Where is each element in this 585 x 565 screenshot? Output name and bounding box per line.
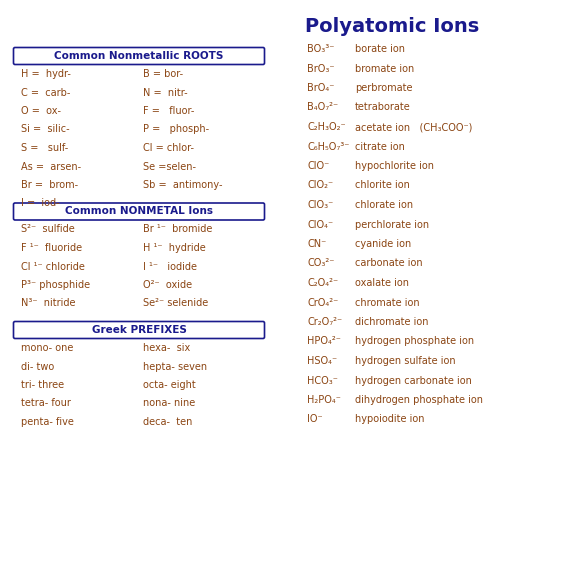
FancyBboxPatch shape — [13, 47, 264, 64]
Text: P =   phosph-: P = phosph- — [143, 124, 209, 134]
Text: dihydrogen phosphate ion: dihydrogen phosphate ion — [355, 395, 483, 405]
Text: hydrogen carbonate ion: hydrogen carbonate ion — [355, 376, 472, 385]
Text: C₂H₃O₂⁻: C₂H₃O₂⁻ — [307, 122, 346, 132]
Text: S²⁻  sulfide: S²⁻ sulfide — [21, 224, 75, 234]
Text: CO₃²⁻: CO₃²⁻ — [307, 259, 335, 268]
Text: HSO₄⁻: HSO₄⁻ — [307, 356, 337, 366]
Text: BrO₃⁻: BrO₃⁻ — [307, 63, 335, 73]
Text: N³⁻  nitride: N³⁻ nitride — [21, 298, 75, 308]
Text: carbonate ion: carbonate ion — [355, 259, 422, 268]
Text: nona- nine: nona- nine — [143, 398, 195, 408]
Text: hydrogen sulfate ion: hydrogen sulfate ion — [355, 356, 456, 366]
Text: Cr₂O₇²⁻: Cr₂O₇²⁻ — [307, 317, 342, 327]
Text: Se =selen-: Se =selen- — [143, 162, 196, 172]
Text: ClO₂⁻: ClO₂⁻ — [307, 180, 333, 190]
Text: chlorite ion: chlorite ion — [355, 180, 410, 190]
Text: Common Nonmetallic ROOTS: Common Nonmetallic ROOTS — [54, 51, 223, 61]
Text: HPO₄²⁻: HPO₄²⁻ — [307, 337, 341, 346]
Text: chlorate ion: chlorate ion — [355, 200, 413, 210]
Text: tri- three: tri- three — [21, 380, 64, 390]
Text: oxalate ion: oxalate ion — [355, 278, 409, 288]
Text: N =  nitr-: N = nitr- — [143, 88, 188, 98]
Text: Polyatomic Ions: Polyatomic Ions — [305, 17, 479, 36]
Text: tetra- four: tetra- four — [21, 398, 71, 408]
Text: dichromate ion: dichromate ion — [355, 317, 428, 327]
Text: hexa-  six: hexa- six — [143, 343, 190, 353]
Text: deca-  ten: deca- ten — [143, 417, 192, 427]
Text: Sb =  antimony-: Sb = antimony- — [143, 180, 222, 190]
Text: BrO₄⁻: BrO₄⁻ — [307, 83, 335, 93]
Text: Br =  brom-: Br = brom- — [21, 180, 78, 190]
Text: C₂O₄²⁻: C₂O₄²⁻ — [307, 278, 338, 288]
Text: H ¹⁻  hydride: H ¹⁻ hydride — [143, 243, 206, 253]
Text: IO⁻: IO⁻ — [307, 415, 322, 424]
FancyBboxPatch shape — [13, 203, 264, 220]
Text: H =  hydr-: H = hydr- — [21, 69, 71, 79]
Text: S =   sulf-: S = sulf- — [21, 143, 68, 153]
Text: chromate ion: chromate ion — [355, 298, 419, 307]
Text: perbromate: perbromate — [355, 83, 412, 93]
Text: O²⁻  oxide: O²⁻ oxide — [143, 280, 192, 290]
Text: perchlorate ion: perchlorate ion — [355, 219, 429, 229]
Text: acetate ion   (CH₃COO⁻): acetate ion (CH₃COO⁻) — [355, 122, 472, 132]
Text: Se²⁻ selenide: Se²⁻ selenide — [143, 298, 208, 308]
Text: HCO₃⁻: HCO₃⁻ — [307, 376, 338, 385]
Text: CN⁻: CN⁻ — [307, 239, 326, 249]
Text: Common NONMETAL Ions: Common NONMETAL Ions — [65, 206, 213, 216]
Text: bromate ion: bromate ion — [355, 63, 414, 73]
Text: O =  ox-: O = ox- — [21, 106, 61, 116]
Text: C =  carb-: C = carb- — [21, 88, 70, 98]
Text: I ¹⁻   iodide: I ¹⁻ iodide — [143, 262, 197, 272]
Text: Cl = chlor-: Cl = chlor- — [143, 143, 194, 153]
Text: Cl ¹⁻ chloride: Cl ¹⁻ chloride — [21, 262, 85, 272]
Text: octa- eight: octa- eight — [143, 380, 196, 390]
Text: ClO⁻: ClO⁻ — [307, 161, 329, 171]
Text: Si =  silic-: Si = silic- — [21, 124, 70, 134]
Text: mono- one: mono- one — [21, 343, 73, 353]
Text: di- two: di- two — [21, 362, 54, 372]
Text: citrate ion: citrate ion — [355, 141, 405, 151]
Text: tetraborate: tetraborate — [355, 102, 411, 112]
Text: H₂PO₄⁻: H₂PO₄⁻ — [307, 395, 341, 405]
Text: hepta- seven: hepta- seven — [143, 362, 207, 372]
Text: Br ¹⁻  bromide: Br ¹⁻ bromide — [143, 224, 212, 234]
Text: borate ion: borate ion — [355, 44, 405, 54]
Text: ClO₃⁻: ClO₃⁻ — [307, 200, 333, 210]
Text: As =  arsen-: As = arsen- — [21, 162, 81, 172]
Text: C₆H₅O₇³⁻: C₆H₅O₇³⁻ — [307, 141, 349, 151]
Text: cyanide ion: cyanide ion — [355, 239, 411, 249]
Text: ClO₄⁻: ClO₄⁻ — [307, 219, 333, 229]
Text: P³⁻ phosphide: P³⁻ phosphide — [21, 280, 90, 290]
Text: F ¹⁻  fluoride: F ¹⁻ fluoride — [21, 243, 82, 253]
Text: BO₃³⁻: BO₃³⁻ — [307, 44, 335, 54]
Text: hypoiodite ion: hypoiodite ion — [355, 415, 425, 424]
Text: B₄O₇²⁻: B₄O₇²⁻ — [307, 102, 338, 112]
Text: F =   fluor-: F = fluor- — [143, 106, 194, 116]
Text: hydrogen phosphate ion: hydrogen phosphate ion — [355, 337, 474, 346]
Text: penta- five: penta- five — [21, 417, 74, 427]
Text: B = bor-: B = bor- — [143, 69, 183, 79]
Text: hypochlorite ion: hypochlorite ion — [355, 161, 434, 171]
Text: CrO₄²⁻: CrO₄²⁻ — [307, 298, 338, 307]
FancyBboxPatch shape — [13, 321, 264, 338]
Text: Greek PREFIXES: Greek PREFIXES — [92, 325, 187, 335]
Text: I =  iod-: I = iod- — [21, 198, 60, 208]
